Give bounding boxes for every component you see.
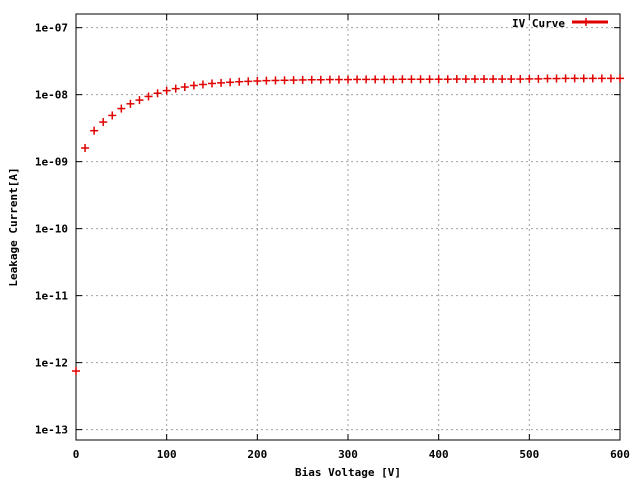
legend-label: IV Curve (512, 17, 565, 30)
data-point (280, 76, 289, 85)
data-points (72, 74, 624, 376)
data-point (262, 76, 271, 85)
data-point (561, 74, 570, 83)
data-point (162, 86, 171, 95)
data-point (72, 367, 80, 376)
x-tick-label: 500 (519, 448, 539, 461)
data-point (534, 74, 543, 83)
data-point (208, 79, 216, 88)
data-point (480, 75, 488, 84)
data-point (289, 76, 298, 85)
data-point (407, 75, 416, 84)
grid-lines (76, 14, 620, 440)
data-point (316, 75, 325, 84)
data-point (597, 74, 606, 83)
axis-ticks (75, 14, 621, 440)
data-point (525, 74, 534, 83)
data-point (489, 75, 498, 84)
data-point (189, 81, 198, 90)
data-point (171, 84, 180, 93)
data-point (126, 99, 135, 108)
data-point (516, 75, 525, 84)
data-point (570, 74, 579, 83)
data-point (543, 74, 552, 83)
data-point (153, 89, 162, 98)
y-tick-label: 1e-13 (35, 424, 68, 437)
data-point (334, 75, 343, 84)
data-point (344, 75, 352, 84)
data-point (579, 74, 588, 83)
data-point (434, 75, 443, 84)
y-tick-label: 1e-09 (35, 156, 68, 169)
data-point (90, 126, 99, 135)
data-point (253, 76, 262, 85)
data-point (298, 75, 307, 84)
data-point (325, 75, 334, 84)
data-point (416, 75, 425, 84)
data-point (307, 75, 316, 84)
data-point (135, 96, 144, 105)
data-point (371, 75, 380, 84)
tick-labels: 0 100 200 300 400 500 600 1e-13 1e-12 1e-11 1e-10 1… (35, 22, 630, 461)
data-point (507, 75, 516, 84)
data-point (271, 76, 280, 85)
data-point (180, 83, 189, 92)
data-point (498, 75, 507, 84)
data-point (461, 75, 470, 84)
y-tick-label: 1e-12 (35, 357, 68, 370)
x-tick-label: 100 (157, 448, 177, 461)
data-point (389, 75, 398, 84)
data-point (398, 75, 407, 84)
x-axis-title: Bias Voltage [V] (295, 466, 401, 479)
x-tick-label: 200 (247, 448, 267, 461)
data-point (353, 75, 362, 84)
data-point (244, 77, 253, 86)
data-point (470, 75, 479, 84)
data-point (81, 143, 90, 152)
data-point (425, 75, 434, 84)
y-tick-label: 1e-08 (35, 89, 68, 102)
plot-frame (75, 13, 621, 441)
y-tick-label: 1e-10 (35, 223, 68, 236)
y-tick-label: 1e-07 (35, 22, 68, 35)
data-point (99, 118, 108, 127)
data-point (552, 74, 561, 83)
data-point (144, 92, 153, 101)
data-point (117, 104, 126, 113)
data-point (235, 77, 244, 86)
data-point (380, 75, 389, 84)
data-point (226, 78, 235, 87)
data-point (217, 78, 226, 87)
data-point (443, 75, 452, 84)
data-point (452, 75, 461, 84)
x-tick-label: 600 (610, 448, 630, 461)
legend: IV Curve (512, 17, 608, 30)
y-tick-label: 1e-11 (35, 290, 68, 303)
data-point (606, 74, 615, 83)
x-tick-label: 400 (429, 448, 449, 461)
data-point (362, 75, 371, 84)
y-axis-title: Leakage Current[A] (7, 167, 20, 286)
data-point (616, 74, 624, 83)
data-point (588, 74, 597, 83)
x-tick-label: 0 (73, 448, 80, 461)
x-tick-label: 300 (338, 448, 358, 461)
data-point (108, 111, 117, 120)
data-point (198, 80, 207, 89)
